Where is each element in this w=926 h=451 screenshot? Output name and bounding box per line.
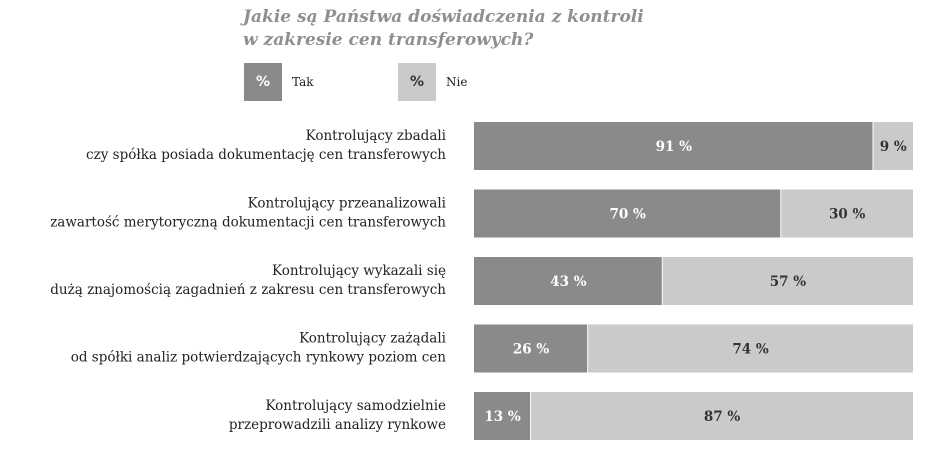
legend-label-tak: Tak	[292, 75, 314, 89]
bar-value-label: 43 %	[550, 274, 586, 290]
bar-tak	[474, 324, 588, 373]
bar-value-label: 57 %	[770, 274, 806, 290]
row-label-line: Kontrolujący przeanalizowali	[248, 196, 447, 212]
row-label-line: Kontrolujący zażądali	[299, 331, 447, 347]
bar-nie	[588, 324, 913, 373]
bar-nie	[531, 392, 913, 440]
bar-value-label: 70 %	[609, 207, 645, 223]
legend-item-tak: % Tak	[244, 63, 314, 101]
bar-nie	[873, 122, 913, 170]
bar-nie	[781, 189, 913, 238]
row-label-line: Kontrolujący zbadali	[306, 128, 447, 144]
row-label-line: przeprowadzili analizy rynkowe	[229, 417, 446, 433]
row-label-line: Kontrolujący samodzielnie	[265, 398, 446, 414]
legend-item-nie: % Nie	[398, 63, 467, 101]
row-label: Kontrolujący samodzielnie przeprowadzili …	[229, 398, 446, 433]
row-label: Kontrolujący wykazali się dużą znajomości…	[50, 263, 446, 298]
bar-value-label: 74 %	[732, 342, 768, 358]
legend-swatch-tak: %	[244, 63, 282, 101]
row-label-line: czy spółka posiada dokumentację cen tran…	[86, 147, 446, 163]
row-label-line: zawartość merytoryczną dokumentacji cen …	[50, 215, 446, 231]
row-label-line: dużą znajomością zagadnień z zakresu cen…	[50, 282, 446, 298]
legend-swatch-nie: %	[398, 63, 436, 101]
chart-title-line-1: Jakie są Państwa doświadczenia z kontrol…	[243, 7, 644, 27]
chart-title-line-2: w zakresie cen transferowych?	[243, 30, 534, 50]
bar-tak	[474, 257, 662, 305]
bar-nie	[662, 257, 913, 305]
row-label: Kontrolujący zażądali od spółki analiz po…	[71, 331, 447, 366]
bar-value-label: 87 %	[704, 409, 740, 425]
bar-value-label: 30 %	[829, 207, 865, 223]
bar-tak	[474, 122, 873, 170]
row-label-line: od spółki analiz potwierdzających rynkow…	[71, 350, 447, 366]
legend-label-nie: Nie	[446, 75, 468, 89]
bar-tak	[474, 189, 781, 238]
bar-value-label: 91 %	[656, 139, 692, 155]
bar-tak	[474, 392, 531, 440]
bar-value-label: 13 %	[484, 409, 520, 425]
row-label: Kontrolujący przeanalizowali zawartość me…	[50, 196, 446, 231]
bar-value-label: 9 %	[880, 139, 907, 155]
row-label-line: Kontrolujący wykazali się	[272, 263, 446, 279]
row-label: Kontrolujący zbadali czy spółka posiada d…	[86, 128, 447, 163]
bar-value-label: 26 %	[513, 342, 549, 358]
chart-title: Jakie są Państwa doświadczenia z kontrol…	[243, 6, 763, 52]
